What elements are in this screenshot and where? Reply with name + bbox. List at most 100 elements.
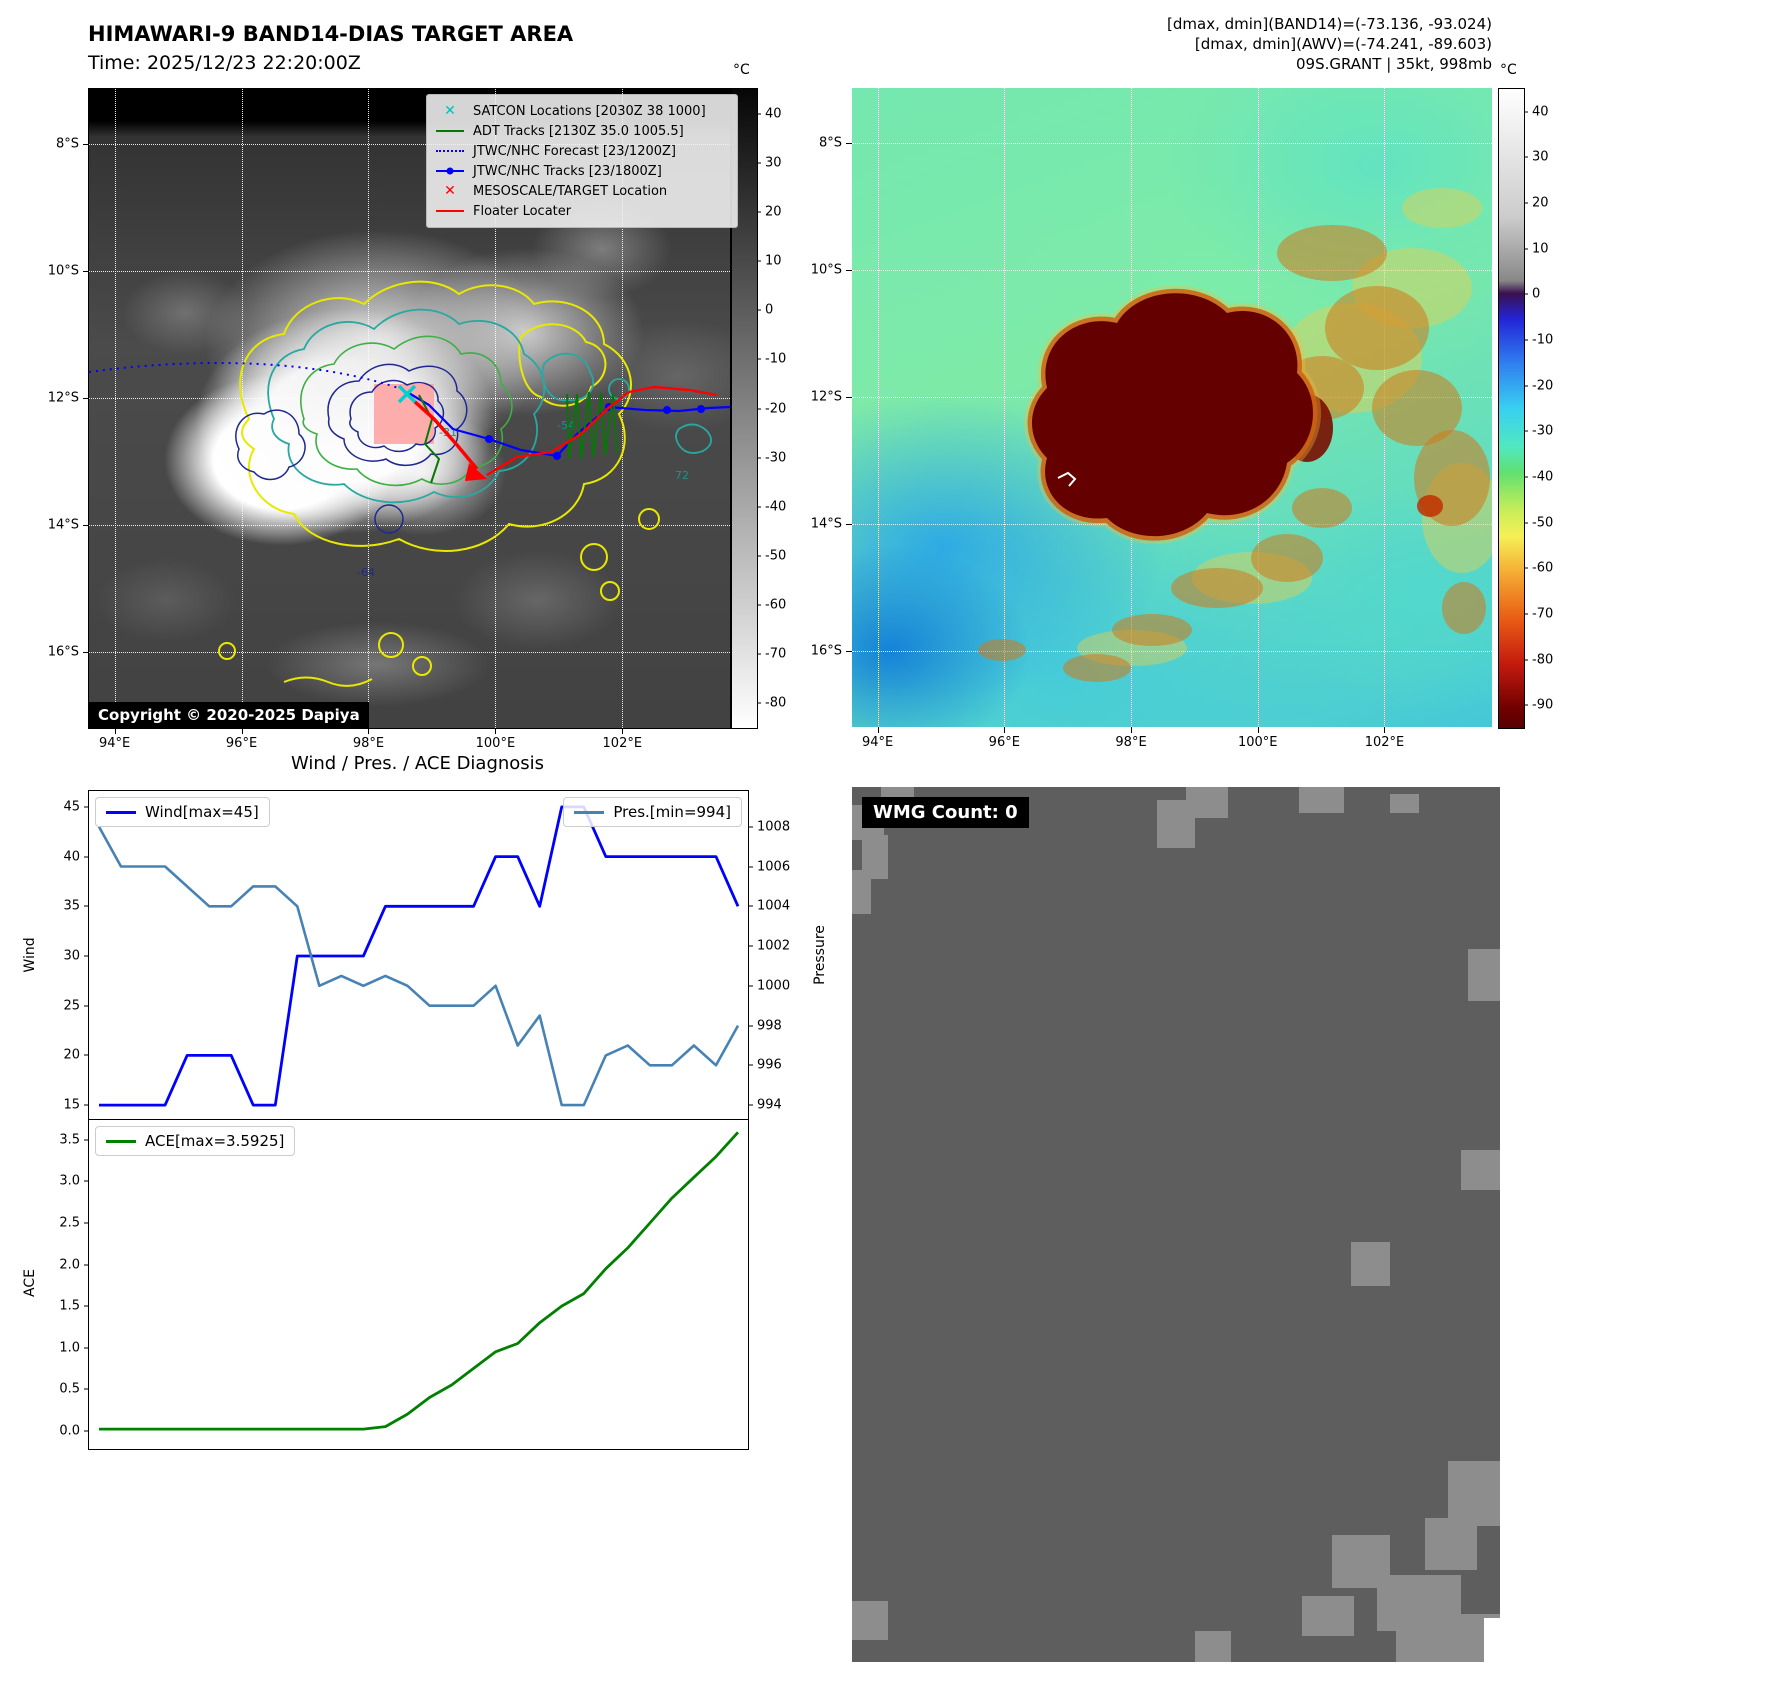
yellow-contour: [580, 543, 608, 571]
satcon-x-icon: ✕: [444, 103, 456, 119]
series-line-pres: [97, 826, 740, 1107]
ace-legend: ACE[max=3.5925]: [95, 1126, 296, 1156]
yellow-contour: [283, 676, 373, 687]
y-tick-label: 25: [63, 998, 80, 1014]
longitude-tick-label: 94°E: [861, 735, 894, 750]
pressure-line-icon: [574, 810, 605, 814]
colorbar-tick-mark: [1524, 476, 1528, 478]
longitude-tick-mark: [1257, 727, 1259, 733]
longitude-tick-mark: [1131, 727, 1133, 733]
green-contour: [300, 335, 513, 487]
wmg-cloud-patch: [1448, 1460, 1500, 1527]
latitude-tick-label: 16°S: [47, 644, 79, 660]
y-tick-label: 40: [63, 849, 80, 865]
colorbar-tick-mark: [757, 506, 761, 508]
floater-line: [486, 385, 718, 477]
wmg-cloud-patch: [1185, 787, 1228, 818]
orange-cloud-blob: [1325, 286, 1429, 370]
green-line-icon: [435, 124, 465, 138]
latitude-gridline: [89, 143, 730, 145]
yellow-contour: [378, 632, 404, 658]
longitude-tick-mark: [495, 728, 497, 734]
contour-label: -54: [557, 419, 575, 432]
wmg-nodata-notch: [1483, 1618, 1500, 1662]
colorbar-tick-mark: [1524, 613, 1528, 615]
y-tick-label: 30: [63, 948, 80, 964]
orange-cloud-blob: [978, 639, 1026, 661]
longitude-gridline: [1004, 88, 1006, 727]
y-tick-mark: [84, 856, 89, 858]
y-tick-mark: [748, 826, 753, 828]
colorbar-tick-mark: [757, 457, 761, 459]
y-tick-label: 0.5: [59, 1381, 80, 1397]
dotted-line-icon: [435, 144, 465, 158]
orange-cloud-blob: [1277, 225, 1387, 281]
yellow-contour: [518, 323, 607, 407]
band14-legend: ✕ SATCON Locations [2030Z 38 1000] ADT T…: [426, 94, 738, 228]
longitude-tick-label: 100°E: [1237, 735, 1278, 750]
y-tick-label: 1000: [757, 978, 791, 994]
yellow-contour: [600, 581, 620, 601]
colorbar-tick-label: 0: [765, 302, 774, 318]
latitude-tick-label: 16°S: [810, 643, 842, 659]
band14-title: HIMAWARI-9 BAND14-DIAS TARGET AREA: [88, 22, 574, 46]
y-tick-mark: [84, 1222, 89, 1224]
ace-chart: ACE[max=3.5925] 0.0 0.5 1.0 1.5 2.0 2.5 3.0 3.5: [59, 1119, 749, 1450]
colorbar-tick-label: -60: [1532, 560, 1554, 576]
latitude-tick-label: 12°S: [810, 389, 842, 405]
yellow-contour: [638, 508, 660, 530]
jtwc-track-line: [406, 391, 730, 458]
colorbar-tick-mark: [1524, 567, 1528, 569]
legend-label: JTWC/NHC Forecast [23/1200Z]: [473, 143, 676, 159]
wmg-cloud-patch: [1461, 1150, 1500, 1190]
wind-legend-label: Wind[max=45]: [145, 803, 259, 821]
floater-arrow: [465, 463, 487, 481]
diagnosis-title: Wind / Pres. / ACE Diagnosis: [290, 753, 545, 774]
navy-contour: [374, 504, 404, 534]
colorbar-tick-mark: [1524, 111, 1528, 113]
longitude-tick-mark: [241, 728, 243, 734]
longitude-tick-mark: [1384, 727, 1386, 733]
colorbar-tick-mark: [757, 358, 761, 360]
longitude-gridline: [368, 89, 370, 728]
colorbar-tick-label: 10: [1532, 241, 1549, 257]
colorbar-tick-mark: [757, 653, 761, 655]
wmg-cloud-patch: [1396, 1613, 1500, 1662]
latitude-tick-mark: [846, 650, 852, 652]
y-tick-mark: [748, 1104, 753, 1106]
longitude-gridline: [495, 89, 497, 728]
colorbar-tick-mark: [1524, 202, 1528, 204]
latitude-tick-mark: [83, 398, 89, 400]
legend-label: ADT Tracks [2130Z 35.0 1005.5]: [473, 123, 684, 139]
y-tick-mark: [84, 1264, 89, 1266]
wmg-cloud-patch: [852, 1600, 888, 1641]
colorbar-tick-mark: [757, 260, 761, 262]
line-dot-icon: [435, 164, 465, 178]
legend-label: JTWC/NHC Tracks [23/1800Z]: [473, 163, 662, 179]
ace-legend-label: ACE[max=3.5925]: [145, 1132, 285, 1150]
longitude-gridline: [241, 89, 243, 728]
longitude-tick-mark: [1004, 727, 1006, 733]
colorbar-tick-label: -90: [1532, 697, 1554, 713]
y-tick-label: 996: [757, 1057, 782, 1073]
latitude-tick-label: 10°S: [47, 263, 79, 279]
colorbar-tick-label: -30: [1532, 423, 1554, 439]
latitude-gridline: [89, 651, 730, 653]
colorbar-tick-mark: [1524, 659, 1528, 661]
longitude-tick-label: 100°E: [475, 736, 516, 751]
contour-label: -64: [357, 566, 375, 579]
longitude-tick-label: 102°E: [1364, 735, 1405, 750]
legend-item-floater: Floater Locater: [435, 201, 729, 221]
colorbar-tick-mark: [1524, 704, 1528, 706]
longitude-tick-label: 96°E: [988, 735, 1020, 750]
colorbar-tick-mark: [757, 555, 761, 557]
longitude-tick-label: 98°E: [352, 736, 385, 751]
latitude-tick-mark: [846, 523, 852, 525]
awv-enhanced-map: 94°E 96°E 98°E 100°E 102°E 8°S 10°S 12°S 14°S 16°…: [811, 88, 1492, 750]
latitude-gridline: [852, 650, 1492, 652]
wmg-cloud-patch: [1302, 1596, 1355, 1636]
y-tick-label: 1006: [757, 859, 791, 875]
y-tick-label: 1004: [757, 898, 791, 914]
awv-header: [dmax, dmin](BAND14)=(-73.136, -93.024) …: [1167, 14, 1492, 74]
y-tick-label: 1.0: [59, 1340, 80, 1356]
